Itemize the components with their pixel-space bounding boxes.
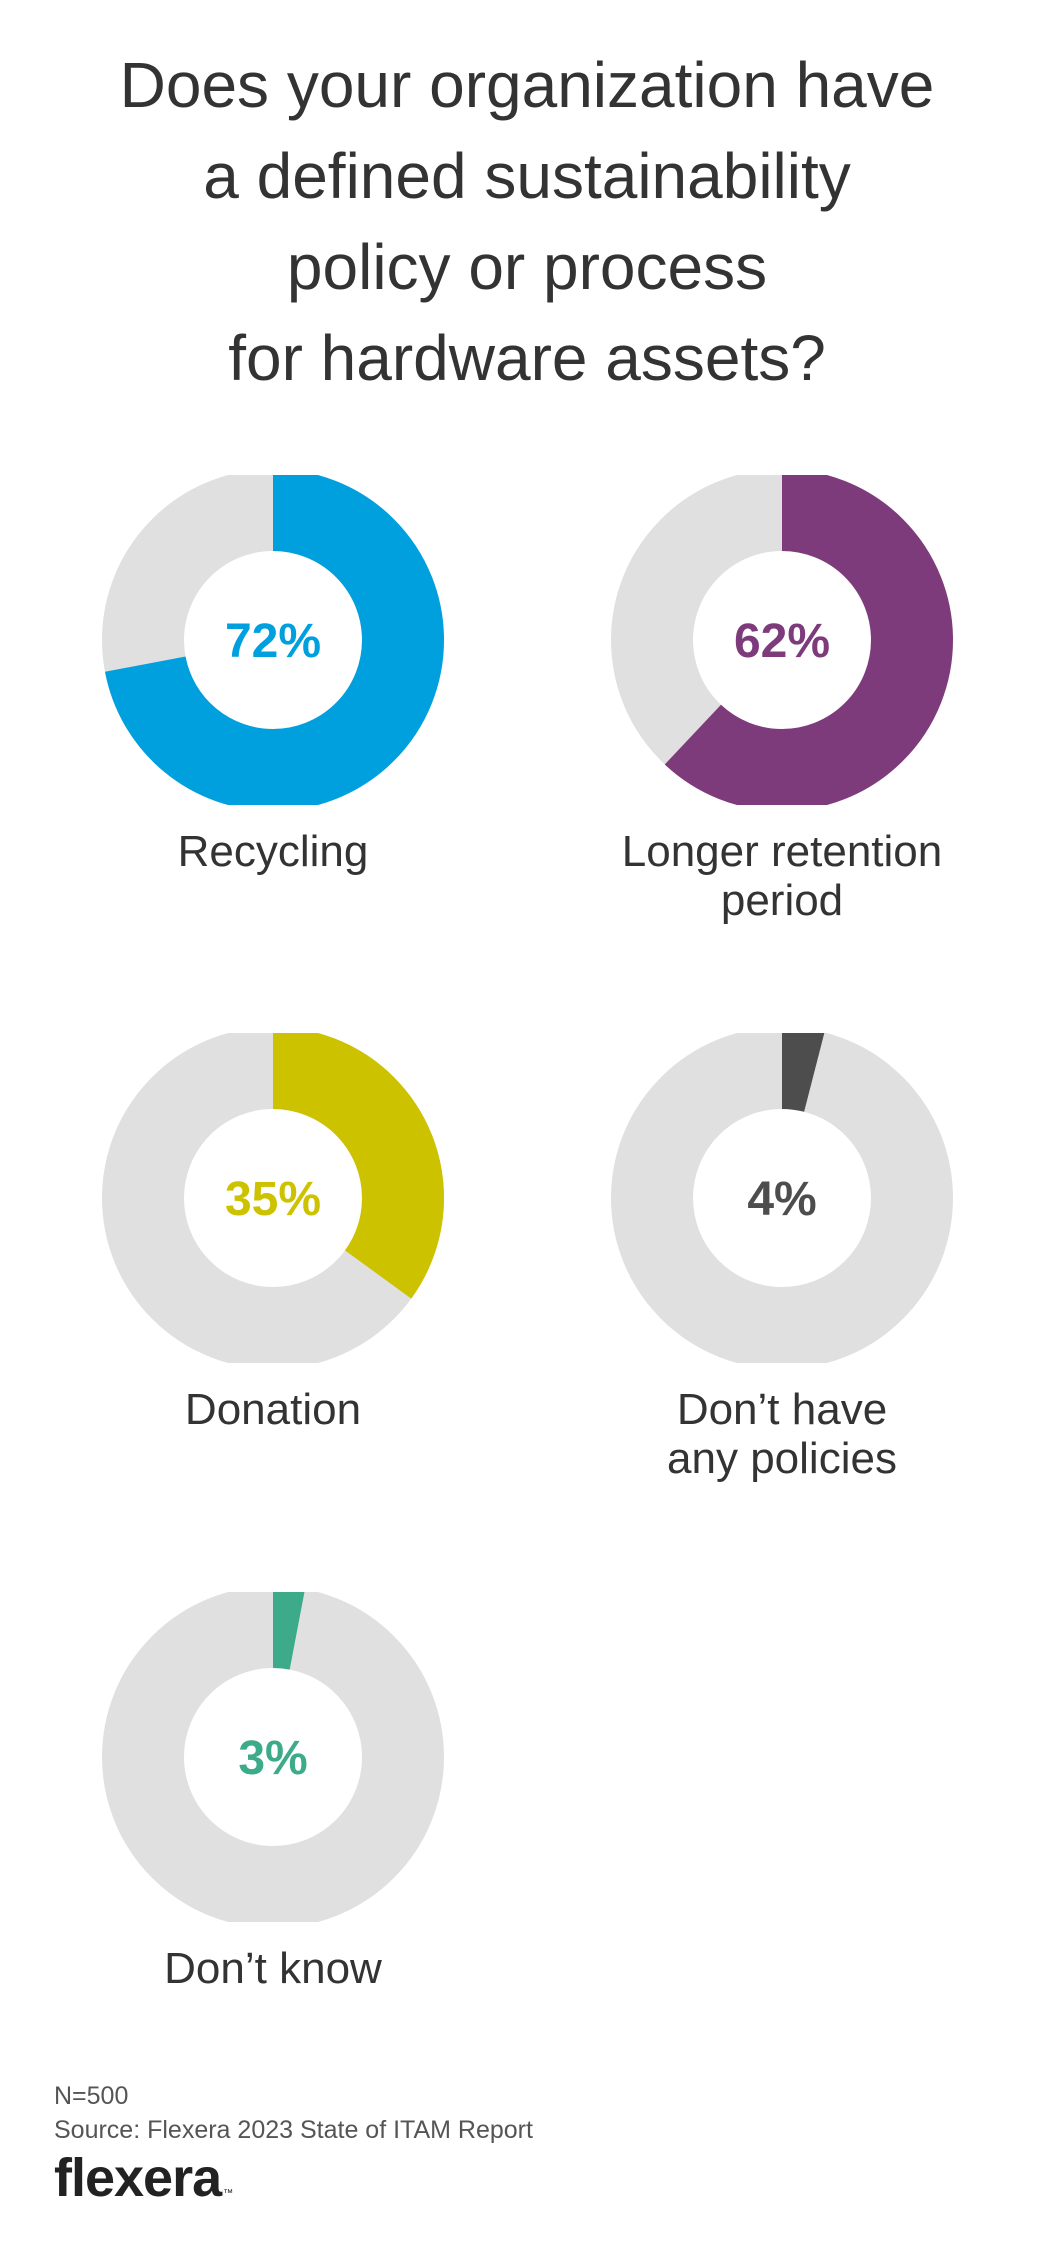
category-label-line: Longer retention xyxy=(621,827,943,876)
donut-2: 62% Longer retention period xyxy=(532,475,1032,925)
category-label-line: Don’t have xyxy=(676,1385,888,1434)
donut-segment xyxy=(102,1033,444,1363)
logo-text: flexera xyxy=(54,2148,222,2208)
donut-category-label: Donation xyxy=(23,1385,523,1434)
chart-title: Does your organization have a defined su… xyxy=(40,40,1014,404)
donut-segment xyxy=(102,475,444,805)
donut-value-label: 4% xyxy=(747,1173,816,1226)
title-line: for hardware assets? xyxy=(228,322,826,394)
donut-value-label: 35% xyxy=(225,1173,321,1226)
category-label-line: any policies xyxy=(667,1434,897,1483)
donut-value-label: 3% xyxy=(238,1732,307,1785)
category-label-line: period xyxy=(720,876,844,925)
donut-svg: 3% xyxy=(102,1592,444,1922)
donut-svg: 72% xyxy=(102,475,444,805)
donut-4: 4% Don’t have any policies xyxy=(532,1033,1032,1483)
donut-category-label: Don’t have any policies xyxy=(532,1385,1032,1483)
category-label-line: Donation xyxy=(184,1385,362,1434)
title-line: a defined sustainability xyxy=(203,140,851,212)
flexera-logo: flexera ™ xyxy=(54,2148,233,2224)
donut-5: 3% Don’t know xyxy=(23,1592,523,2012)
donut-value-label: 72% xyxy=(225,615,321,668)
logo-trademark: ™ xyxy=(223,2188,233,2199)
title-line: policy or process xyxy=(286,231,768,303)
donut-svg: 4% xyxy=(611,1033,953,1363)
sample-size: N=500 xyxy=(54,2082,129,2110)
donut-category-label: Don’t know xyxy=(23,1944,523,1993)
category-label-line: Don’t know xyxy=(164,1944,382,1993)
source-note: Source: Flexera 2023 State of ITAM Repor… xyxy=(54,2116,533,2144)
donut-category-label: Recycling xyxy=(23,827,523,876)
donut-1: 72% Recycling xyxy=(23,475,523,895)
donut-3: 35% Donation xyxy=(23,1033,523,1453)
title-line: Does your organization have xyxy=(119,49,935,121)
donut-svg: 62% xyxy=(611,475,953,805)
donut-segment xyxy=(611,1033,953,1363)
category-label-line: Recycling xyxy=(177,827,369,876)
donut-category-label: Longer retention period xyxy=(532,827,1032,925)
donut-value-label: 62% xyxy=(734,615,830,668)
donut-svg: 35% xyxy=(102,1033,444,1363)
donut-segment xyxy=(102,1592,444,1922)
donut-segment xyxy=(611,475,953,805)
